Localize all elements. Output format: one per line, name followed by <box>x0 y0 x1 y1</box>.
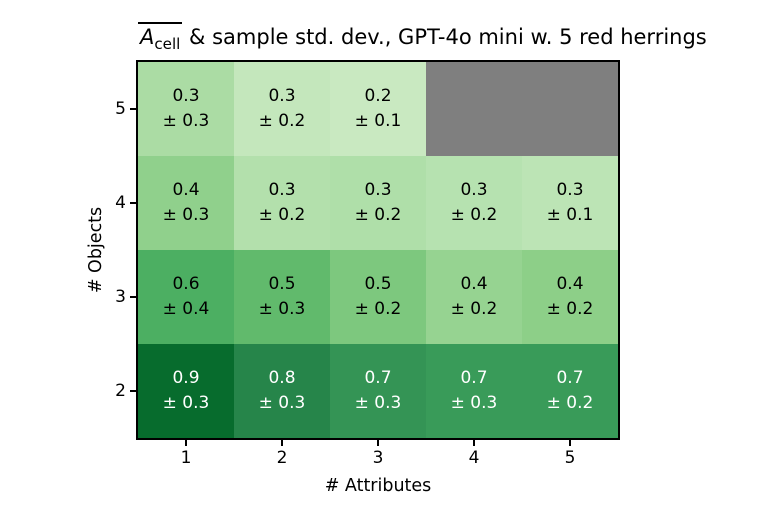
cell-mean: 0.8 <box>268 368 296 388</box>
cell-mean: 0.3 <box>556 180 584 200</box>
cell-mean: 0.7 <box>364 368 392 388</box>
heatmap-cell: 0.7 ± 0.3 <box>426 344 522 438</box>
cell-mean: 0.3 <box>172 86 200 106</box>
heatmap-cell: 0.5 ± 0.2 <box>330 250 426 344</box>
cell-std: ± 0.3 <box>162 205 210 225</box>
cell-mean: 0.3 <box>460 180 488 200</box>
y-tick-mark <box>130 108 136 110</box>
heatmap-cell: 0.3 ± 0.2 <box>426 156 522 250</box>
cell-mean: 0.9 <box>172 368 200 388</box>
heatmap-cell: 0.7 ± 0.2 <box>522 344 618 438</box>
y-tick-label: 3 <box>115 287 126 307</box>
title-subscript-cell: cell <box>154 35 181 54</box>
heatmap-cell: 0.5 ± 0.3 <box>234 250 330 344</box>
cell-std: ± 0.3 <box>162 393 210 413</box>
heatmap-grid: 0.3 ± 0.3 0.3 ± 0.2 0.2 ± 0.1 0.4 ± 0.3 0.3 ± 0.2… <box>138 62 618 438</box>
heatmap-cell: 0.4 ± 0.3 <box>138 156 234 250</box>
chart-title: Acell & sample std. dev., GPT-4o mini w.… <box>138 22 707 54</box>
cell-std: ± 0.3 <box>258 299 306 319</box>
heatmap-cell: 0.6 ± 0.4 <box>138 250 234 344</box>
cell-std: ± 0.1 <box>354 111 402 131</box>
title-overline-acell: Acell <box>138 22 183 54</box>
x-tick-label: 4 <box>468 448 480 468</box>
cell-std: ± 0.2 <box>354 299 402 319</box>
y-tick-label: 5 <box>115 99 126 119</box>
cell-mean: 0.7 <box>460 368 488 388</box>
x-tick-mark <box>377 440 379 446</box>
heatmap-cell: 0.8 ± 0.3 <box>234 344 330 438</box>
cell-std: ± 0.2 <box>258 111 306 131</box>
cell-std: ± 0.2 <box>354 205 402 225</box>
heatmap-cell: 0.2 ± 0.1 <box>330 62 426 156</box>
y-tick-label: 2 <box>115 381 126 401</box>
cell-mean: 0.4 <box>172 180 200 200</box>
heatmap-cell: 0.9 ± 0.3 <box>138 344 234 438</box>
cell-mean: 0.2 <box>364 86 392 106</box>
cell-mean: 0.3 <box>268 86 296 106</box>
title-text: & sample std. dev., GPT-4o mini w. 5 red… <box>182 25 707 49</box>
x-axis-label: # Attributes <box>324 476 432 496</box>
heatmap-cell <box>522 62 618 156</box>
y-tick-mark <box>130 202 136 204</box>
x-tick-mark <box>185 440 187 446</box>
cell-std: ± 0.3 <box>450 393 498 413</box>
cell-mean: 0.4 <box>556 274 584 294</box>
cell-std: ± 0.2 <box>450 205 498 225</box>
x-tick-mark <box>281 440 283 446</box>
cell-std: ± 0.2 <box>258 205 306 225</box>
heatmap-cell: 0.3 ± 0.2 <box>330 156 426 250</box>
heatmap-cell: 0.7 ± 0.3 <box>330 344 426 438</box>
y-tick-mark <box>130 296 136 298</box>
y-tick-label: 4 <box>115 193 126 213</box>
y-tick-mark <box>130 390 136 392</box>
heatmap-cell: 0.3 ± 0.3 <box>138 62 234 156</box>
cell-mean: 0.5 <box>268 274 296 294</box>
cell-std: ± 0.2 <box>546 299 594 319</box>
x-tick-mark <box>473 440 475 446</box>
heatmap-cell: 0.4 ± 0.2 <box>522 250 618 344</box>
x-tick-mark <box>569 440 571 446</box>
cell-std: ± 0.3 <box>354 393 402 413</box>
x-tick-label: 3 <box>372 448 384 468</box>
cell-mean: 0.3 <box>364 180 392 200</box>
x-tick-label: 2 <box>276 448 288 468</box>
cell-mean: 0.4 <box>460 274 488 294</box>
cell-std: ± 0.2 <box>546 393 594 413</box>
heatmap-cell <box>426 62 522 156</box>
x-tick-label: 1 <box>180 448 192 468</box>
heatmap-cell: 0.4 ± 0.2 <box>426 250 522 344</box>
cell-std: ± 0.2 <box>450 299 498 319</box>
cell-mean: 0.3 <box>268 180 296 200</box>
heatmap-cell: 0.3 ± 0.2 <box>234 62 330 156</box>
cell-mean: 0.6 <box>172 274 200 294</box>
cell-std: ± 0.1 <box>546 205 594 225</box>
cell-std: ± 0.3 <box>258 393 306 413</box>
cell-std: ± 0.3 <box>162 111 210 131</box>
cell-mean: 0.5 <box>364 274 392 294</box>
y-axis-label: # Objects <box>86 206 106 294</box>
x-tick-label: 5 <box>564 448 576 468</box>
cell-std: ± 0.4 <box>162 299 210 319</box>
heatmap-cell: 0.3 ± 0.1 <box>522 156 618 250</box>
heatmap-cell: 0.3 ± 0.2 <box>234 156 330 250</box>
plot-area: 0.3 ± 0.3 0.3 ± 0.2 0.2 ± 0.1 0.4 ± 0.3 0.3 ± 0.2… <box>136 60 620 440</box>
cell-mean: 0.7 <box>556 368 584 388</box>
title-symbol-a: A <box>140 25 155 49</box>
